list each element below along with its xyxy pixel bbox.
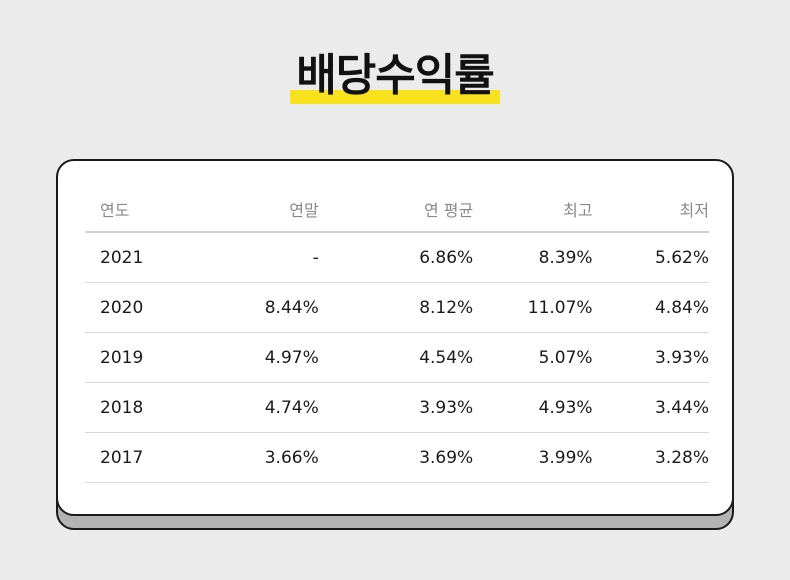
cell-high: 3.99% bbox=[473, 432, 593, 483]
cell-high: 8.39% bbox=[473, 232, 593, 283]
cell-high: 11.07% bbox=[473, 282, 593, 333]
cell-high: 4.93% bbox=[473, 382, 593, 433]
cell-annual-average: 3.93% bbox=[318, 382, 474, 433]
cell-year-end: 8.44% bbox=[220, 282, 319, 333]
cell-annual-average: 4.54% bbox=[318, 332, 474, 383]
header-year: 연도 bbox=[85, 186, 221, 233]
cell-low: 5.62% bbox=[592, 232, 709, 283]
cell-year: 2018 bbox=[85, 382, 221, 433]
table-row: 2020 8.44% 8.12% 11.07% 4.84% bbox=[85, 282, 709, 333]
cell-low: 4.84% bbox=[592, 282, 709, 333]
cell-high: 5.07% bbox=[473, 332, 593, 383]
cell-low: 3.28% bbox=[592, 432, 709, 483]
page-title: 배당수익률 bbox=[290, 46, 500, 106]
page-title-text: 배당수익률 bbox=[296, 50, 494, 101]
cell-annual-average: 3.69% bbox=[318, 432, 474, 483]
cell-annual-average: 6.86% bbox=[318, 232, 474, 283]
header-year-end: 연말 bbox=[220, 186, 319, 233]
cell-year: 2017 bbox=[85, 432, 221, 483]
cell-year: 2020 bbox=[85, 282, 221, 333]
table-row: 2017 3.66% 3.69% 3.99% 3.28% bbox=[85, 432, 709, 483]
table-row: 2019 4.97% 4.54% 5.07% 3.93% bbox=[85, 332, 709, 383]
cell-year: 2021 bbox=[85, 232, 221, 283]
cell-year: 2019 bbox=[85, 332, 221, 383]
cell-year-end: 4.74% bbox=[220, 382, 319, 433]
header-low: 최저 bbox=[592, 186, 709, 233]
cell-year-end: 3.66% bbox=[220, 432, 319, 483]
cell-year-end: 4.97% bbox=[220, 332, 319, 383]
cell-low: 3.44% bbox=[592, 382, 709, 433]
title-area: 배당수익률 bbox=[0, 46, 790, 106]
header-annual-average: 연 평균 bbox=[318, 186, 474, 233]
dividend-yield-card: 연도 연말 연 평균 최고 최저 2021 - 6.86% 8.39% 5.62… bbox=[56, 159, 734, 516]
table-row: 2018 4.74% 3.93% 4.93% 3.44% bbox=[85, 382, 709, 433]
table-row: 2021 - 6.86% 8.39% 5.62% bbox=[85, 232, 709, 283]
header-high: 최고 bbox=[473, 186, 593, 233]
cell-annual-average: 8.12% bbox=[318, 282, 474, 333]
dividend-yield-table: 연도 연말 연 평균 최고 최저 2021 - 6.86% 8.39% 5.62… bbox=[85, 186, 709, 483]
cell-year-end: - bbox=[220, 232, 319, 283]
cell-low: 3.93% bbox=[592, 332, 709, 383]
table-header-row: 연도 연말 연 평균 최고 최저 bbox=[85, 186, 709, 233]
